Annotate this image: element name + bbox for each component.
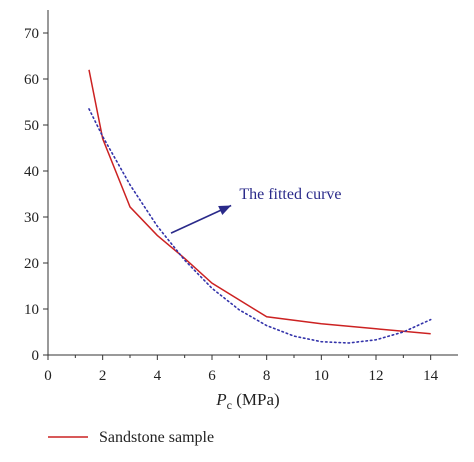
y-tick-label-70: 70: [24, 26, 39, 42]
legend: Sandstone sample: [48, 429, 214, 446]
x-tick-label-0: 0: [44, 368, 52, 384]
x-axis-label-unit: (MPa): [232, 390, 280, 409]
x-axis-label: Pc (MPa): [215, 390, 279, 412]
legend-label: Sandstone sample: [99, 429, 214, 446]
x-tick-label-14: 14: [423, 368, 439, 384]
series-line-sandstone-sample: [88, 69, 431, 335]
x-tick-label-2: 2: [99, 368, 107, 384]
annotation-label: The fitted curve: [239, 186, 341, 203]
annotation-arrow-head: [218, 205, 232, 216]
x-tick-label-4: 4: [154, 368, 162, 384]
series-layer: [88, 69, 432, 344]
y-tick-label-30: 30: [24, 210, 39, 226]
x-tick-label-12: 12: [369, 368, 384, 384]
y-tick-label-50: 50: [24, 118, 39, 134]
y-tick-label-40: 40: [24, 164, 39, 180]
series-line-fitted-curve: [88, 108, 432, 344]
y-tick-label-0: 0: [32, 348, 40, 364]
y-tick-label-20: 20: [24, 256, 39, 272]
x-axis-label-sub: c: [227, 398, 232, 412]
x-axis-label-base: P: [215, 390, 226, 409]
annotation-layer: The fitted curve: [170, 186, 342, 234]
axes: 0 10 20 30 40 50 60 70 0 2 4 6 8 10 12 14 Pc (MPa): [24, 10, 458, 412]
x-tick-label-6: 6: [208, 368, 216, 384]
x-tick-label-10: 10: [314, 368, 329, 384]
x-tick-label-8: 8: [263, 368, 271, 384]
y-tick-label-60: 60: [24, 72, 39, 88]
y-tick-label-10: 10: [24, 302, 39, 318]
